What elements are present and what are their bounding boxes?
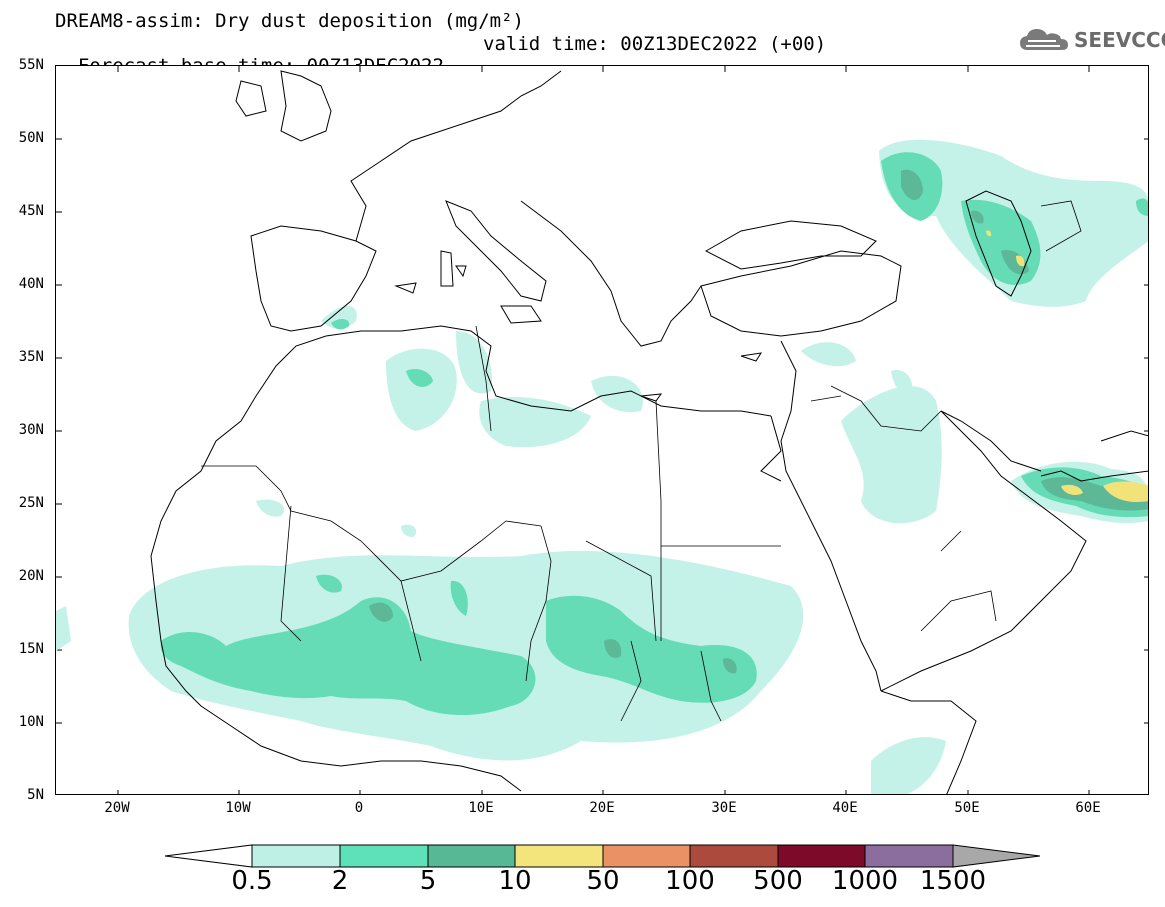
lat-label-30n: 30N [18,422,44,438]
lon-label-20w: 20W [104,800,130,816]
lon-label-10e: 10E [468,800,494,816]
lon-label-50e: 50E [954,800,980,816]
colorbar-max-arrow [952,844,1041,868]
colorbar-label: 5 [419,866,437,896]
coastlines [150,70,1148,794]
colorbar-segment-7 [777,844,866,868]
colorbar-label: 1500 [919,866,987,896]
colorbar-label: 2 [331,866,349,896]
lon-label-20e: 20E [589,800,615,816]
colorbar-segment-1 [251,844,341,868]
lat-label-50n: 50N [18,130,44,146]
colorbar-label: 1000 [831,866,899,896]
colorbar-segment-4 [514,844,604,868]
lat-label-15n: 15N [18,641,44,657]
colorbar-min-arrow [164,844,253,868]
lat-label-20n: 20N [18,568,44,584]
lon-label-10w: 10W [225,800,251,816]
lat-label-40n: 40N [18,276,44,292]
colorbar-label: 500 [753,866,803,896]
dust-deposition-map [55,65,1149,795]
lat-label-45n: 45N [18,203,44,219]
lon-label-60e: 60E [1075,800,1101,816]
colorbar-segment-2 [339,844,429,868]
seevccc-logo: SEEVCCC [1018,26,1165,54]
lat-label-10n: 10N [18,714,44,730]
colorbar-label: 50 [586,866,620,896]
lon-label-40e: 40E [832,800,858,816]
colorbar [164,844,1041,868]
colorbar-segment-3 [427,844,516,868]
colorbar-segment-6 [689,844,779,868]
country-borders [201,200,1082,722]
colorbar-segment-8 [864,844,954,868]
lon-label-0: 0 [354,800,364,816]
cloud-icon [1020,29,1068,50]
colorbar-segment-5 [602,844,691,868]
dust-level-4 [986,230,1148,503]
lat-label-5n: 5N [27,787,44,803]
lat-label-25n: 25N [18,495,44,511]
logo-text: SEEVCCC [1074,28,1165,52]
colorbar-label: 10 [498,866,532,896]
colorbar-label: 0.5 [231,866,273,896]
map-canvas [56,66,1148,794]
chart-title: DREAM8-assim: Dry dust deposition (mg/m²… [55,10,524,32]
lon-label-30e: 30E [711,800,737,816]
lat-label-35n: 35N [18,349,44,365]
valid-time: valid time: 00Z13DEC2022 (+00) [483,33,827,55]
colorbar-label: 100 [665,866,715,896]
lat-label-55n: 55N [18,57,44,73]
